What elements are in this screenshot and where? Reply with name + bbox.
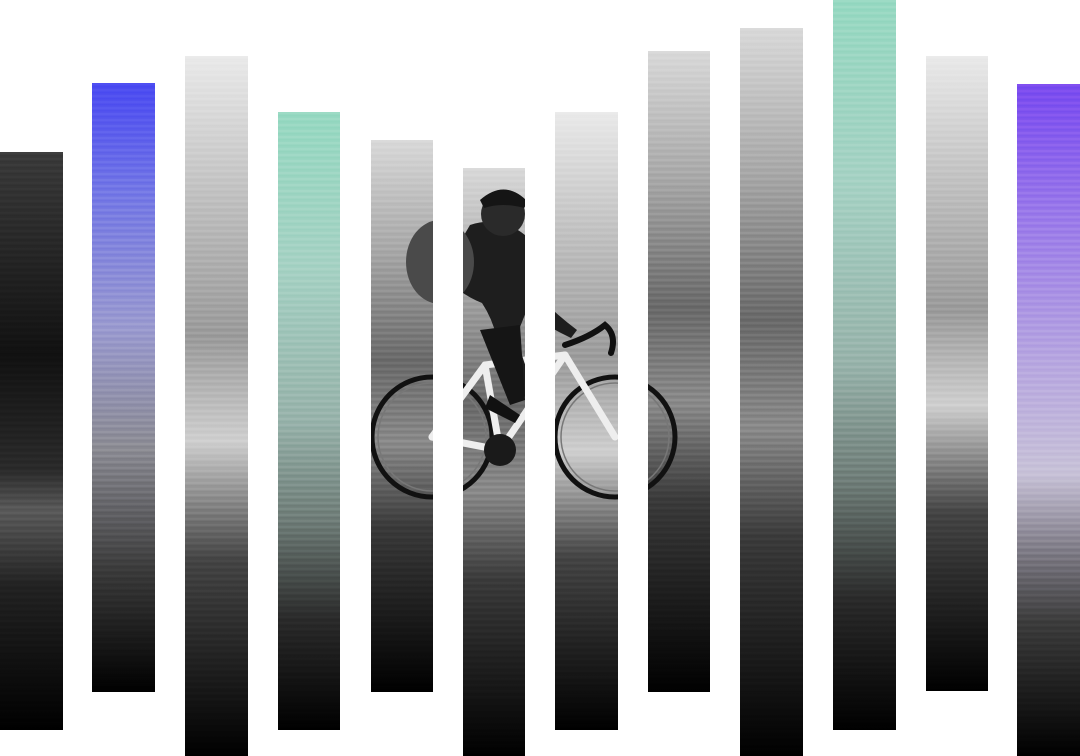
image-strip bbox=[740, 28, 803, 756]
image-strip bbox=[463, 168, 525, 756]
image-strip bbox=[278, 112, 340, 730]
image-strip bbox=[926, 56, 988, 691]
image-strip bbox=[371, 140, 433, 692]
image-strip bbox=[0, 152, 63, 730]
image-strip bbox=[648, 51, 710, 692]
image-strip bbox=[185, 56, 248, 756]
image-strip bbox=[1017, 84, 1080, 756]
image-strip bbox=[833, 0, 896, 730]
image-strip bbox=[92, 83, 155, 692]
image-strip bbox=[555, 112, 618, 730]
